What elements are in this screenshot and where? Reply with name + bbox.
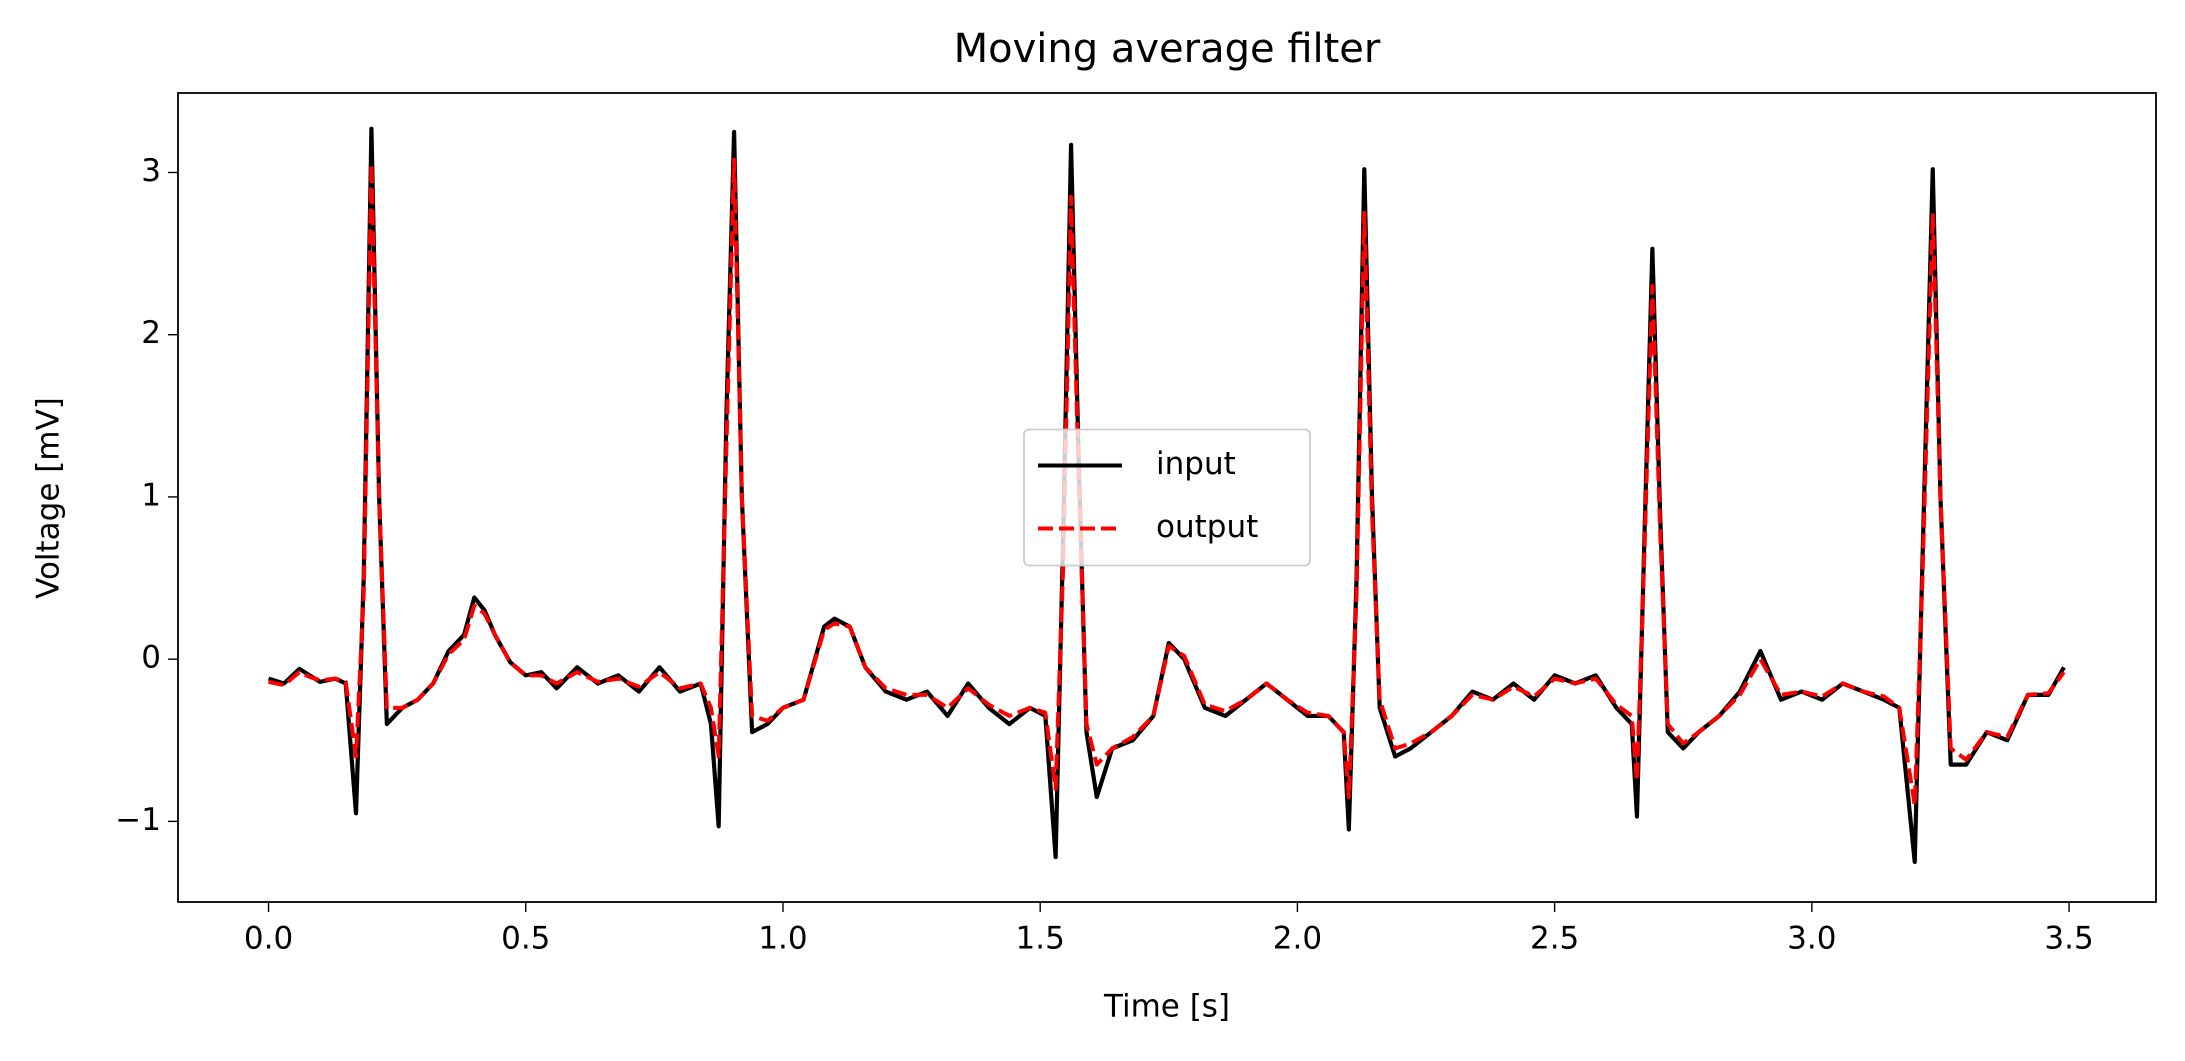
legend-label: output — [1156, 509, 1258, 545]
x-tick-label: 3.5 — [2044, 921, 2093, 957]
y-tick-label: 1 — [141, 477, 161, 513]
y-tick-label: 2 — [141, 315, 161, 351]
x-tick-label: 2.5 — [1530, 921, 1579, 957]
legend-label: input — [1156, 446, 1236, 482]
y-axis-label: Voltage [mV] — [31, 397, 67, 599]
x-tick-label: 3.0 — [1787, 921, 1836, 957]
x-tick-label: 2.0 — [1273, 921, 1322, 957]
y-tick-label: −1 — [115, 802, 161, 838]
series-line — [268, 157, 2066, 808]
x-axis-label: Time [s] — [1103, 989, 1230, 1025]
x-tick-label: 0.0 — [244, 921, 293, 957]
y-tick-label: 0 — [141, 640, 161, 676]
x-tick-label: 1.5 — [1016, 921, 1065, 957]
x-tick-label: 1.0 — [758, 921, 807, 957]
x-tick-label: 0.5 — [501, 921, 550, 957]
plot-frame — [177, 92, 2157, 903]
chart-title: Moving average filter — [954, 26, 1381, 72]
y-tick-label: 3 — [141, 153, 161, 189]
